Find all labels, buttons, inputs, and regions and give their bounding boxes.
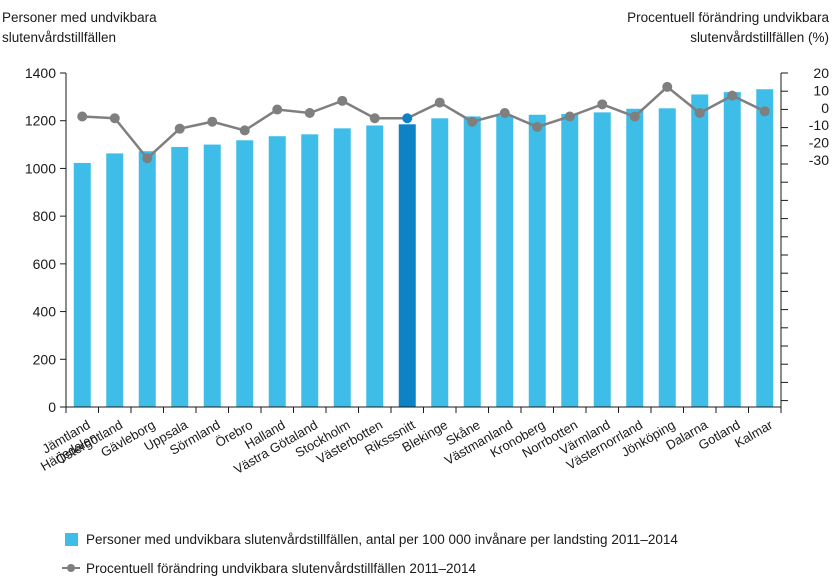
left-axis-label: Personer med undvikbara slutenvårdstillf… — [2, 10, 157, 45]
line-point-kronoberg — [532, 121, 543, 132]
bar-västra-götaland — [301, 134, 319, 407]
bar-blekinge — [431, 118, 449, 407]
legend-line-marker — [67, 564, 75, 572]
bar-skåne — [463, 116, 481, 408]
bar-riksssnitt — [398, 124, 416, 408]
bar-örebro — [236, 140, 254, 407]
right-axis-label-line-2: slutenvårdstillfällen (%) — [690, 30, 829, 45]
line-point-jönköping — [662, 81, 673, 92]
bar-västernorrland — [626, 108, 644, 408]
left-tick-label: 200 — [33, 351, 57, 367]
line-point-sörmland — [207, 116, 218, 127]
bar-uppsala — [171, 146, 189, 407]
right-axis-label: Procentuell förändring undvikbara sluten… — [627, 10, 829, 45]
bar-kronoberg — [528, 114, 546, 407]
bar-östergötland — [106, 153, 124, 407]
line-point-västernorrland — [629, 111, 640, 122]
line-point-västra-götaland — [304, 108, 315, 119]
line-point-halland — [272, 104, 283, 115]
line-point-uppsala — [174, 123, 185, 134]
x-axis — [65, 406, 782, 413]
left-tick-label: 400 — [33, 304, 57, 320]
bar-halland — [268, 136, 286, 407]
line-point-västmanland — [499, 108, 510, 119]
line-point-riksssnitt — [402, 113, 413, 124]
left-axis: 0 200 400 600 800 1000 1200 1400 — [25, 65, 67, 415]
left-tick-label: 1200 — [25, 113, 56, 129]
x-tick-label: Kalmar — [732, 417, 776, 451]
bar-värmland — [593, 112, 611, 407]
bar-sörmland — [203, 144, 221, 408]
bar-stockholm — [333, 128, 351, 407]
right-tick-label: 0 — [821, 100, 829, 116]
right-tick-label: -20 — [809, 135, 829, 151]
right-tick-label: 20 — [813, 65, 829, 81]
bar-norrbotten — [561, 114, 579, 407]
line-point-stockholm — [337, 95, 348, 106]
legend: Personer med undvikbara slutenvårdstillf… — [62, 532, 678, 576]
line-point-norrbotten — [564, 111, 575, 122]
left-axis-label-line-2: slutenvårdstillfällen — [2, 30, 116, 45]
x-tick-label-line: Kalmar — [732, 417, 776, 451]
line-point-gotland — [727, 90, 738, 101]
left-tick-label: 1000 — [25, 160, 56, 176]
left-tick-label: 600 — [33, 256, 57, 272]
legend-bar-label: Personer med undvikbara slutenvårdstillf… — [86, 532, 678, 547]
line-point-kalmar — [759, 106, 770, 117]
left-tick-label: 1400 — [25, 65, 56, 81]
bar-kalmar — [756, 89, 774, 408]
left-tick-label: 800 — [33, 208, 57, 224]
bar-västmanland — [496, 115, 514, 407]
right-axis-label-line-1: Procentuell förändring undvikbara — [627, 10, 829, 25]
line-point-skåne — [467, 116, 478, 127]
line-point-östergötland — [109, 113, 120, 124]
line-series — [77, 81, 770, 164]
right-tick-label: 10 — [813, 82, 829, 98]
bar-dalarna — [691, 94, 709, 407]
bar-gotland — [723, 92, 741, 407]
legend-line-label: Procentuell förändring undvikbara sluten… — [86, 561, 476, 576]
left-tick-label: 0 — [48, 399, 56, 415]
line-point-dalarna — [694, 108, 705, 119]
line-point-värmland — [597, 99, 608, 110]
line-point-blekinge — [434, 97, 445, 108]
line-point-gävleborg — [142, 153, 153, 164]
line-point-jämtland-härjedalen — [77, 111, 88, 122]
bar-jämtland-härjedalen — [73, 162, 91, 407]
left-axis-label-line-1: Personer med undvikbara — [2, 10, 157, 25]
right-tick-label: -30 — [809, 152, 829, 168]
legend-bar-swatch — [65, 533, 78, 546]
line-point-örebro — [239, 125, 250, 136]
bar-västerbotten — [366, 125, 384, 407]
bar-jönköping — [658, 108, 676, 408]
line-point-västerbotten — [369, 113, 380, 124]
right-tick-label: -10 — [809, 117, 829, 133]
line-path — [82, 85, 766, 161]
bar-gävleborg — [138, 151, 156, 407]
x-tick-labels: JämtlandHärjedalenÖstergötlandGävleborgU… — [38, 417, 776, 477]
bar-series — [73, 89, 774, 408]
